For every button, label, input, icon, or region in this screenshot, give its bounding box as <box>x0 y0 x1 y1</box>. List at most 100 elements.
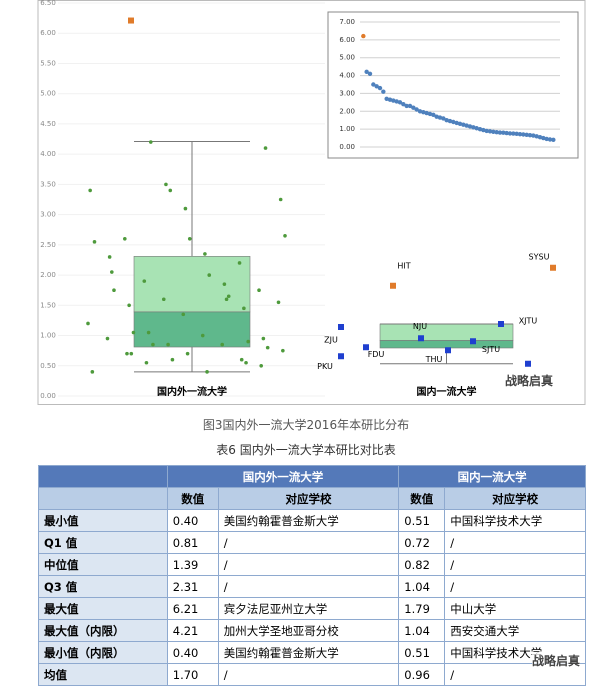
table-row: 均值 1.70/0.96/ <box>38 663 586 686</box>
row-label: 最小值 <box>38 509 168 532</box>
point <box>491 129 496 135</box>
category-label: 国内外一流大学 <box>157 385 227 398</box>
point <box>381 89 386 94</box>
point <box>441 116 446 121</box>
point <box>151 342 155 347</box>
table-cell: 0.40 <box>166 641 219 664</box>
table-cell: 1.70 <box>166 663 219 686</box>
point <box>471 125 476 130</box>
y-tick-label: 0.50 <box>40 362 56 370</box>
table-cell: / <box>217 553 400 576</box>
point-label: SJTU <box>482 345 500 354</box>
point <box>131 330 136 335</box>
point <box>414 107 419 112</box>
y-tick-label: 6.50 <box>40 0 56 7</box>
caption: 图3国内外一流大学2016年本研比分布 <box>202 418 410 432</box>
point <box>434 114 439 119</box>
table-cell: 1.04 <box>398 619 446 642</box>
point <box>90 370 95 374</box>
outlier <box>390 282 396 289</box>
point <box>417 109 423 114</box>
point <box>242 306 246 311</box>
point <box>487 129 493 134</box>
y-tick-label: 1.50 <box>40 301 56 309</box>
point <box>220 342 225 347</box>
point-label: ZJU <box>324 336 338 345</box>
point <box>411 105 416 110</box>
header-row: 国内外一流大学 国内一流大学 <box>38 465 586 488</box>
point <box>418 335 424 342</box>
y-tick-label: 5.50 <box>40 59 56 67</box>
point <box>464 123 469 128</box>
y-tick-label: 4.00 <box>40 150 56 158</box>
point <box>105 336 110 341</box>
header-cell <box>38 465 168 488</box>
point <box>481 127 486 133</box>
table: 国内外一流大学 国内一流大学 数值 对应学校 数值 对应学校 最小值 0.40 美国约翰霍普金斯… <box>38 465 586 686</box>
point <box>474 126 479 131</box>
point <box>110 270 114 274</box>
table-cell: 0.82 <box>398 553 446 576</box>
point <box>164 182 168 187</box>
table-cell: / <box>217 663 400 686</box>
point <box>142 279 147 283</box>
header-cell <box>38 487 168 510</box>
row-label: 中位值 <box>38 553 168 576</box>
header-row: 数值 对应学校 数值 对应学校 <box>38 487 586 510</box>
point <box>86 321 90 326</box>
point <box>447 118 453 124</box>
y-tick-label: 3.00 <box>40 211 56 219</box>
point <box>283 233 287 238</box>
table-row: Q3 值 2.31/1.04/ <box>38 575 586 598</box>
outlier <box>550 264 556 271</box>
table-cell: 中国科学技术大学 <box>444 509 586 532</box>
y-tick-label: 4.50 <box>40 120 56 128</box>
row-label: 最大值（内限） <box>38 619 168 642</box>
point <box>517 131 523 137</box>
point <box>338 353 344 360</box>
point <box>222 282 227 286</box>
y-tick-label: 4.00 <box>339 72 355 80</box>
table-cell: / <box>444 531 586 554</box>
y-tick-label: 5.00 <box>339 54 355 62</box>
point <box>187 237 192 241</box>
table-row: 最小值（内限） 0.40 美国约翰霍普金斯大学 0.51 中国科学技术大学 <box>38 641 586 664</box>
y-tick-label: 0.00 <box>40 392 56 400</box>
point <box>477 126 483 132</box>
y-tick-label: 2.00 <box>40 271 56 279</box>
y-tick-label: 7.00 <box>339 18 355 26</box>
point <box>514 131 519 136</box>
y-tick-label: 5.00 <box>40 90 56 98</box>
point <box>497 130 503 135</box>
point <box>445 347 451 354</box>
point <box>148 140 153 144</box>
table-cell: 4.21 <box>166 619 219 642</box>
y-tick-label: 3.00 <box>339 89 355 97</box>
box-lower <box>133 311 251 348</box>
point <box>504 130 509 136</box>
point <box>237 261 242 265</box>
table-cell: 美国约翰霍普金斯大学 <box>217 509 400 532</box>
point <box>467 124 473 129</box>
point-label: HIT <box>397 261 410 270</box>
table-cell: 中山大学 <box>444 597 586 620</box>
table-row: 中位值 1.39/0.82/ <box>38 553 586 576</box>
point <box>200 333 205 338</box>
point <box>371 82 376 87</box>
table-cell: 0.72 <box>398 531 446 554</box>
column-header: 数值 <box>166 487 219 510</box>
point <box>207 273 212 277</box>
point <box>276 300 281 305</box>
y-tick-label: 1.00 <box>339 125 355 133</box>
point <box>494 129 499 135</box>
point <box>125 351 129 356</box>
point-label: NJU <box>413 322 427 331</box>
table-cell: 2.31 <box>166 575 219 598</box>
table-cell: 1.39 <box>166 553 219 576</box>
y-tick-label: 6.00 <box>40 29 56 37</box>
point-label: SYSU <box>529 252 550 261</box>
point <box>374 84 379 89</box>
point <box>431 112 436 118</box>
group-header: 国内一流大学 <box>398 465 586 488</box>
point <box>112 288 116 292</box>
